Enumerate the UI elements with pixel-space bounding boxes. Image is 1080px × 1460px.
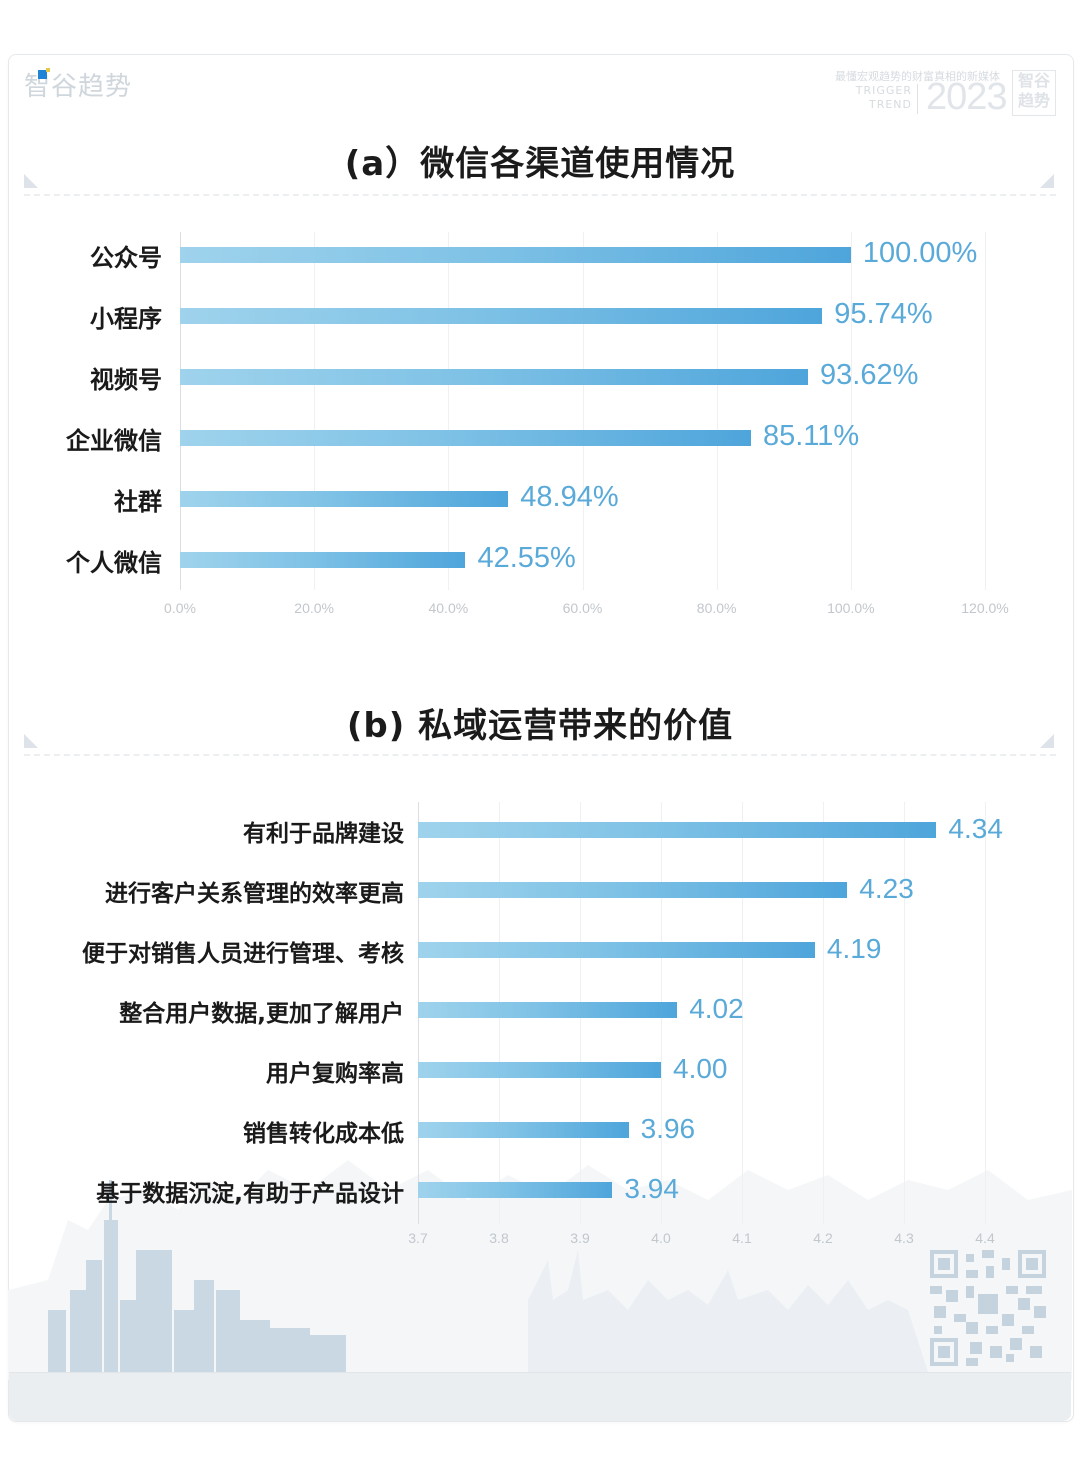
category-label: 销售转化成本低 xyxy=(243,1120,404,1147)
x-tick-label: 3.7 xyxy=(408,1230,428,1246)
city-skyline-illustration xyxy=(8,1160,1072,1380)
value-label: 95.74% xyxy=(834,298,933,331)
gridline xyxy=(850,232,852,590)
gridline xyxy=(716,232,718,590)
y-axis-line xyxy=(180,232,181,590)
value-label: 3.96 xyxy=(640,1112,696,1144)
value-label: 4.02 xyxy=(689,992,744,1024)
watermark-logo-icon: 智谷 趋势 xyxy=(1012,70,1056,116)
x-tick-label: 100.0% xyxy=(827,600,875,616)
corner-triangle-icon xyxy=(1040,174,1054,188)
bar xyxy=(418,942,815,958)
category-label: 用户复购率高 xyxy=(266,1060,404,1087)
x-tick-label: 4.1 xyxy=(732,1230,752,1246)
value-label: 4.23 xyxy=(859,872,914,904)
bar xyxy=(418,1062,661,1078)
category-label: 基于数据沉淀,有助于产品设计 xyxy=(96,1180,404,1207)
watermark-year: 2023 xyxy=(926,76,1008,118)
category-label: 整合用户数据,更加了解用户 xyxy=(119,1000,404,1027)
chart-a-title: (a）微信各渠道使用情况 xyxy=(344,144,736,184)
section-divider xyxy=(24,754,1056,756)
category-label: 社群 xyxy=(114,488,162,517)
x-tick-label: 60.0% xyxy=(562,600,603,616)
gridline xyxy=(985,232,986,590)
value-label: 4.19 xyxy=(826,932,882,964)
value-label: 93.62% xyxy=(820,359,919,392)
watermark-en-line2: TREND xyxy=(868,98,912,111)
x-tick-label: 20.0% xyxy=(294,600,335,616)
category-label: 公众号 xyxy=(90,244,162,273)
value-label: 42.55% xyxy=(477,542,576,575)
bar xyxy=(180,552,466,568)
gridline xyxy=(823,802,824,1224)
value-label: 100.00% xyxy=(862,237,978,270)
x-tick-label: 4.3 xyxy=(894,1230,914,1246)
category-label: 视频号 xyxy=(90,366,162,395)
watermark-en-line1: TRIGGER xyxy=(855,84,912,97)
value-label: 3.94 xyxy=(624,1172,679,1204)
bar xyxy=(418,1182,613,1198)
corner-triangle-icon xyxy=(24,174,38,188)
chart-b-title: (b) 私域运营带来的价值 xyxy=(346,706,734,746)
watermark-english: TRIGGER TREND xyxy=(840,84,912,112)
value-label: 4.34 xyxy=(948,812,1003,844)
gridline xyxy=(742,802,743,1224)
bar xyxy=(180,430,751,446)
bar xyxy=(180,308,823,324)
gridline xyxy=(582,232,584,590)
x-tick-label: 0.0% xyxy=(164,600,196,616)
category-label: 小程序 xyxy=(90,305,162,334)
x-tick-label: 4.4 xyxy=(975,1230,995,1246)
watermark-logo-line2: 趋势 xyxy=(1017,91,1050,110)
x-tick-label: 4.2 xyxy=(813,1230,833,1246)
gridline xyxy=(314,232,316,590)
bar xyxy=(418,1122,629,1138)
category-label: 企业微信 xyxy=(66,427,162,456)
gridline xyxy=(985,802,986,1224)
category-label: 进行客户关系管理的效率更高 xyxy=(105,880,404,907)
bar xyxy=(180,491,509,507)
corner-triangle-icon xyxy=(1040,734,1054,748)
gridline xyxy=(904,802,905,1224)
watermark-logo-line1: 智谷 xyxy=(1017,71,1050,90)
gridline xyxy=(448,232,450,590)
value-label: 85.11% xyxy=(762,420,860,453)
bar xyxy=(180,247,851,263)
value-label: 48.94% xyxy=(520,481,619,514)
category-label: 有利于品牌建设 xyxy=(243,820,404,847)
bar xyxy=(418,822,937,838)
category-label: 便于对销售人员进行管理、考核 xyxy=(82,940,404,967)
corner-triangle-icon xyxy=(24,734,38,748)
bar xyxy=(418,1002,678,1018)
x-tick-label: 120.0% xyxy=(961,600,1009,616)
watermark-slogan: 最懂宏观趋势的财富真相的新媒体 xyxy=(835,70,1000,83)
bar xyxy=(418,882,848,898)
watermark-divider xyxy=(917,84,918,114)
brand-logo-accent-icon xyxy=(46,68,50,72)
qr-code[interactable] xyxy=(930,1250,1046,1366)
x-tick-label: 4.0 xyxy=(651,1230,671,1246)
x-tick-label: 80.0% xyxy=(696,600,737,616)
footer-band xyxy=(9,1372,1071,1421)
x-tick-label: 3.9 xyxy=(570,1230,590,1246)
category-label: 个人微信 xyxy=(66,549,162,578)
x-tick-label: 3.8 xyxy=(489,1230,509,1246)
x-tick-label: 40.0% xyxy=(428,600,469,616)
section-divider xyxy=(24,194,1056,196)
value-label: 4.00 xyxy=(673,1052,728,1084)
brand-logo-square-icon xyxy=(38,70,47,79)
bar xyxy=(180,369,809,385)
